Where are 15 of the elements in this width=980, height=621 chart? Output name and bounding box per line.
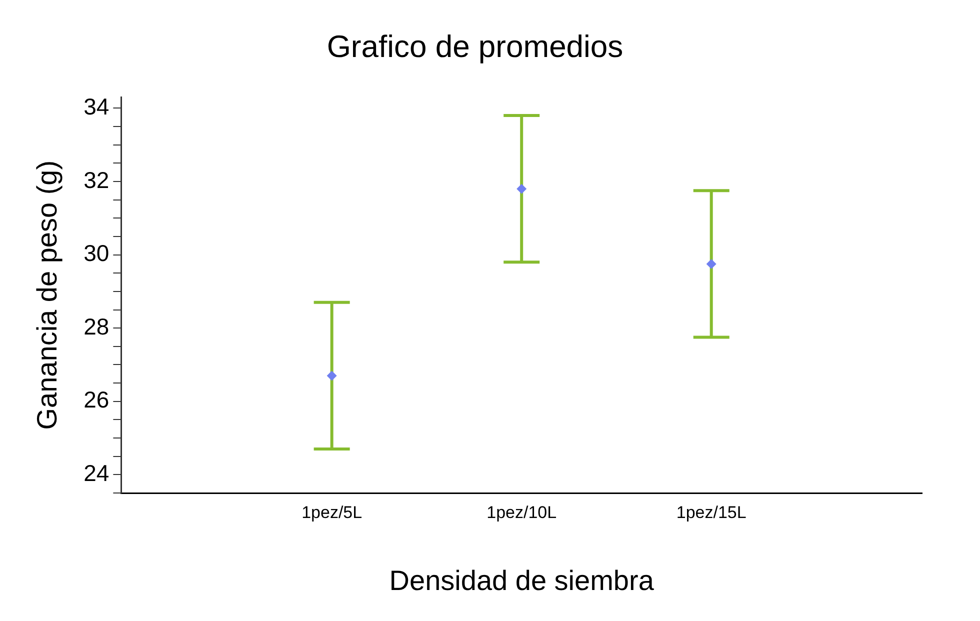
- chart-title: Grafico de promedios: [326, 29, 624, 64]
- x-axis-title: Densidad de siembra: [389, 564, 654, 596]
- point: [516, 184, 527, 194]
- y-tick-label: 34: [84, 94, 110, 120]
- x-tick-label: 1pez/5L: [302, 502, 362, 522]
- point: [706, 258, 716, 269]
- y-tick-label: 30: [84, 240, 110, 266]
- y-tick-label: 28: [84, 313, 110, 340]
- x-tick-label: 1pez/15L: [676, 502, 746, 522]
- y-tick-label: 24: [84, 460, 110, 486]
- point: [326, 370, 337, 381]
- x-tick-label: 1pez/10L: [486, 502, 557, 522]
- y-tick-label: 32: [84, 166, 110, 193]
- y-axis-title: Ganancia de peso (g): [32, 160, 63, 430]
- y-tick-label: 26: [84, 386, 110, 413]
